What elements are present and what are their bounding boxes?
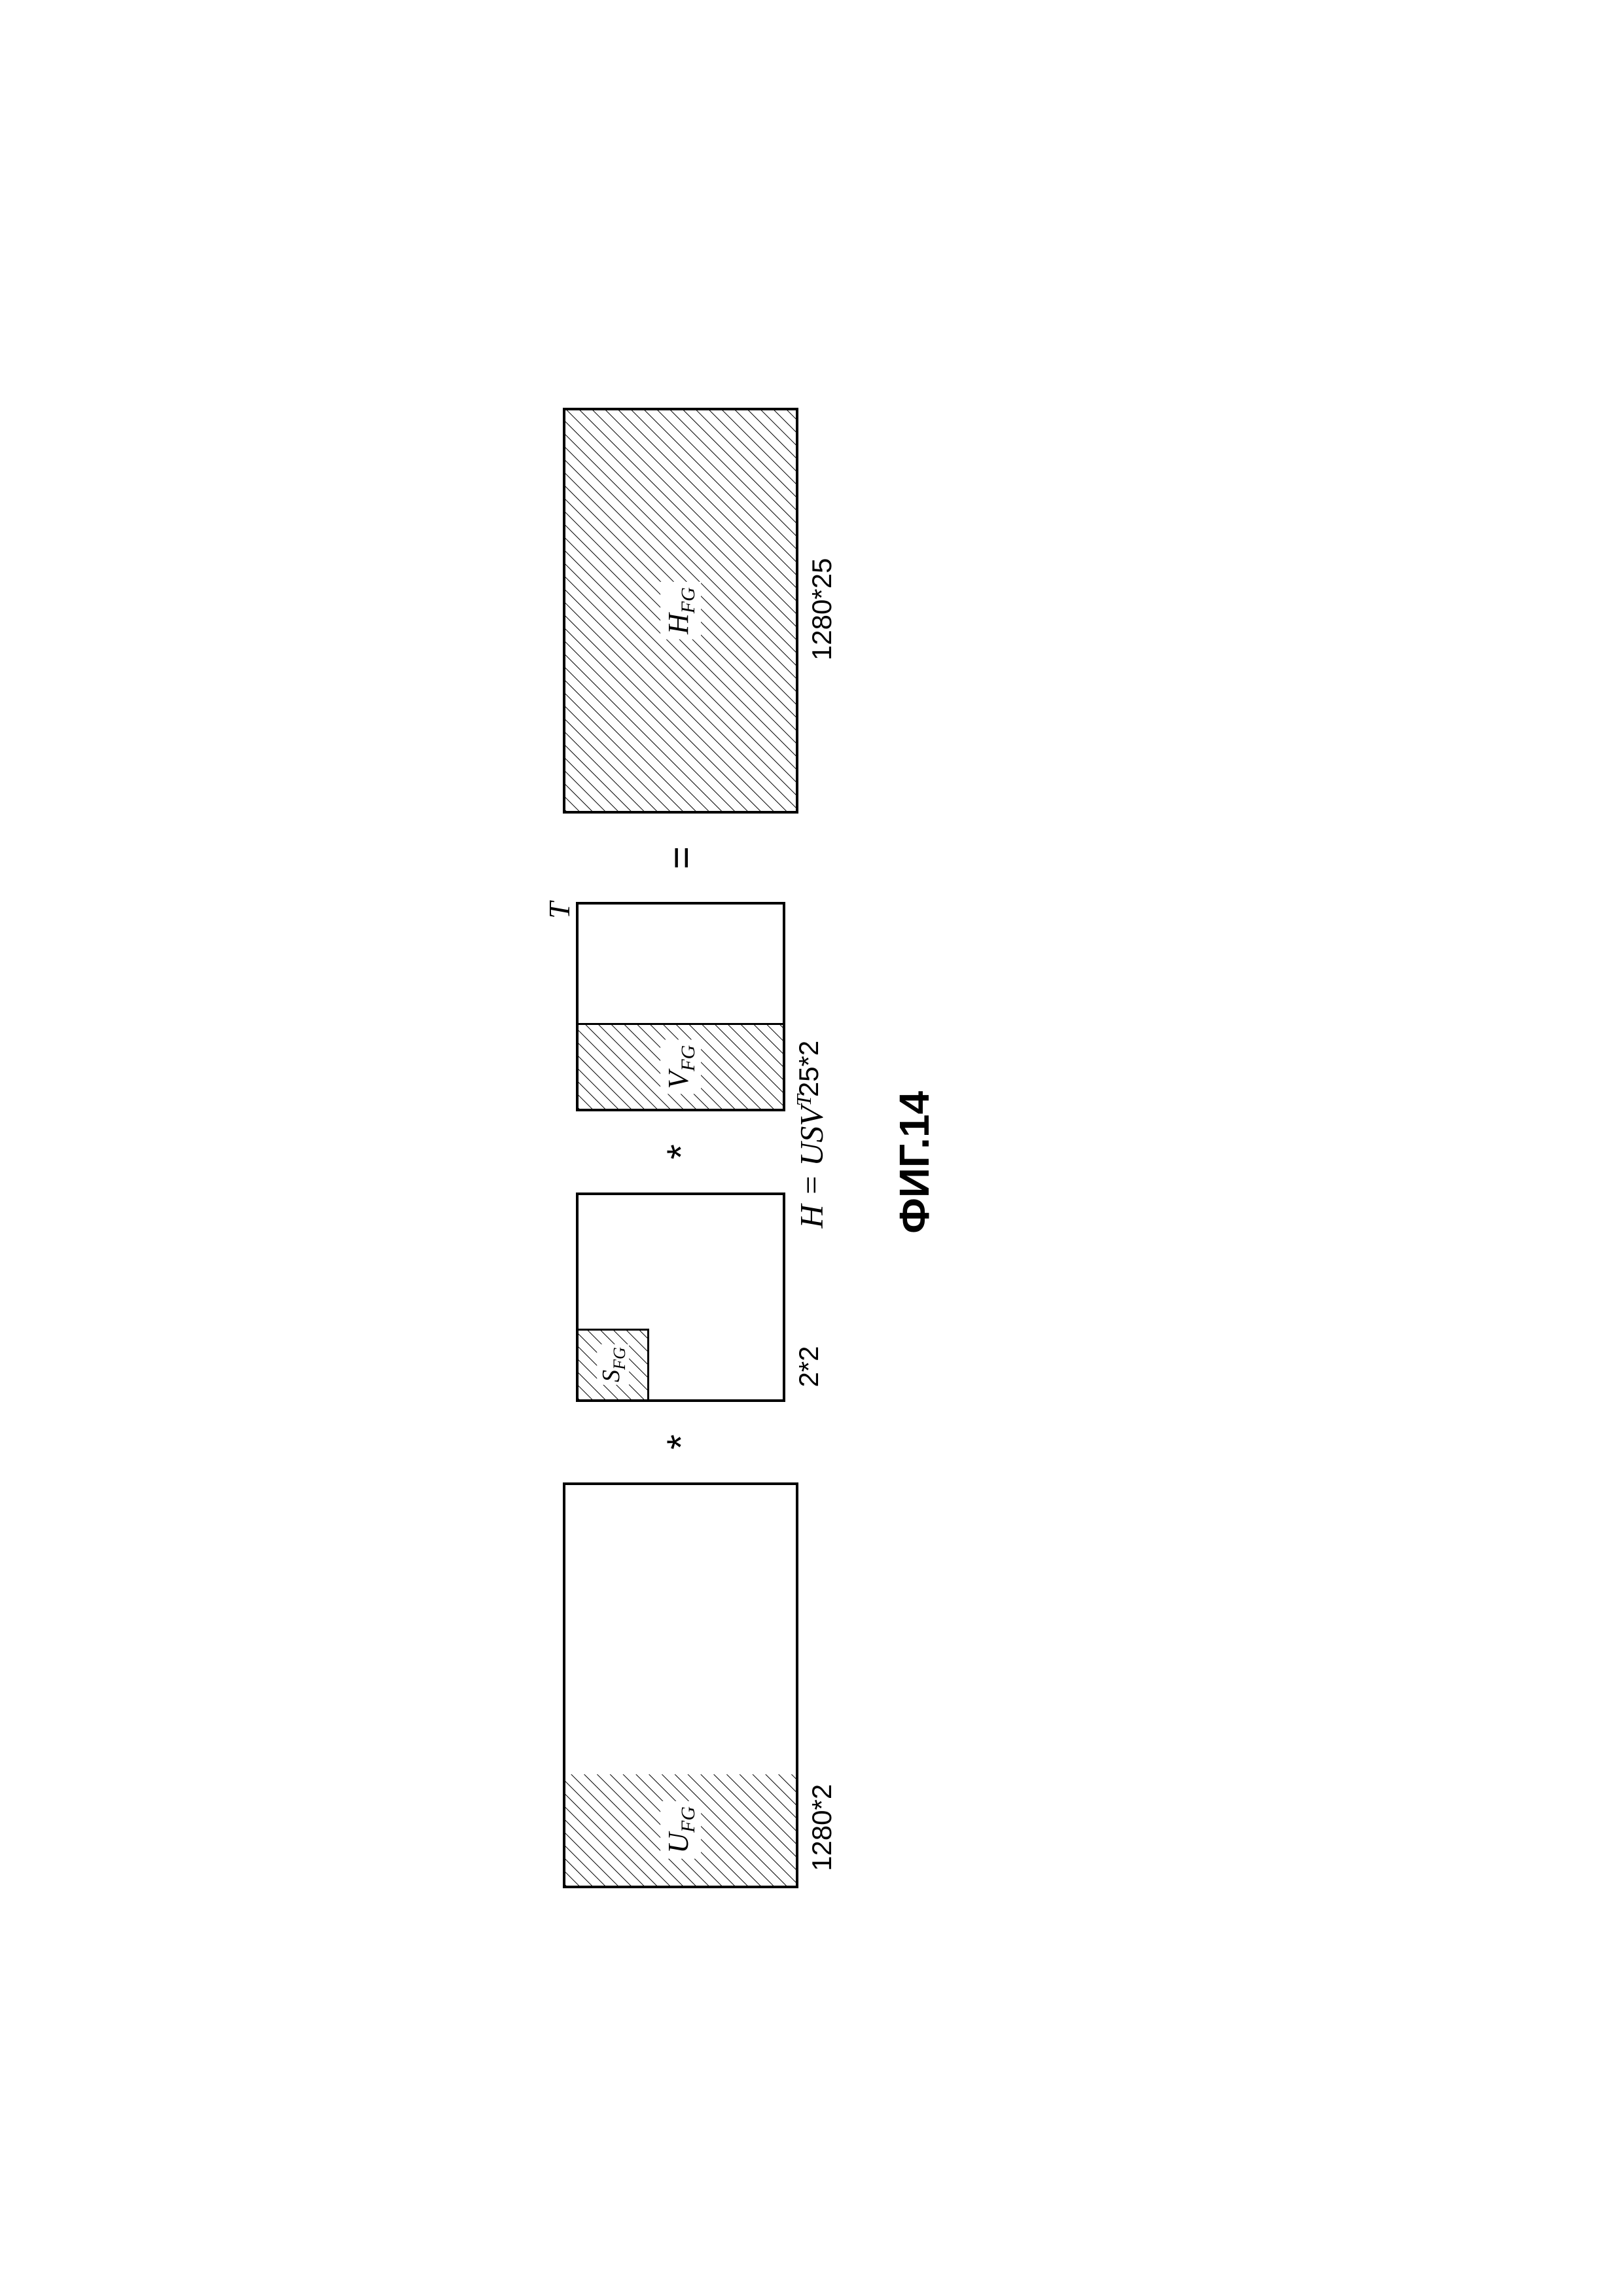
matrix-u-subscript: FG bbox=[677, 1806, 699, 1833]
matrix-h-dimension: 1280*25 bbox=[806, 558, 838, 661]
matrix-v-symbol: V bbox=[662, 1071, 694, 1089]
matrix-s-subscript: FG bbox=[609, 1347, 628, 1370]
matrix-v-label: VFG bbox=[660, 1040, 701, 1094]
matrix-h-symbol: H bbox=[662, 613, 694, 634]
matrix-s-label: SFG bbox=[597, 1344, 630, 1385]
matrix-u: UFG 1280*2 bbox=[563, 1482, 798, 1888]
matrix-s-symbol: S bbox=[597, 1370, 625, 1382]
matrix-h-label: HFG bbox=[660, 582, 701, 639]
figure-caption: ФИГ.14 bbox=[890, 1091, 938, 1234]
formula-text: H = USV bbox=[793, 1106, 830, 1229]
matrix-equation-row: UFG 1280*2 * SFG bbox=[419, 166, 942, 2130]
matrix-u-dimension: 1280*2 bbox=[806, 1784, 838, 1871]
matrix-u-shaded: UFG bbox=[565, 1774, 796, 1886]
matrix-u-symbol: U bbox=[662, 1833, 694, 1854]
svd-formula: H = USVT bbox=[792, 1094, 830, 1228]
operator-mult-2: * bbox=[658, 1144, 704, 1159]
matrix-h-subscript: FG bbox=[677, 587, 699, 613]
matrix-v: VFG 25*2 T bbox=[576, 902, 785, 1111]
transpose-marker: T bbox=[542, 902, 577, 919]
matrix-v-shaded: VFG bbox=[579, 1023, 783, 1109]
formula-superscript: T bbox=[792, 1094, 815, 1106]
matrix-u-label: UFG bbox=[660, 1801, 701, 1859]
matrix-h-shaded: HFG bbox=[565, 410, 796, 811]
matrix-h: HFG 1280*25 bbox=[563, 408, 798, 814]
matrix-s: SFG 2*2 bbox=[576, 1193, 785, 1402]
rotated-figure: UFG 1280*2 * SFG bbox=[223, 166, 1400, 2130]
matrix-v-subscript: FG bbox=[677, 1045, 699, 1071]
operator-mult-1: * bbox=[658, 1435, 704, 1450]
page-canvas: UFG 1280*2 * SFG bbox=[0, 0, 1623, 2296]
matrix-v-dimension: 25*2 bbox=[793, 1041, 825, 1097]
matrix-s-shaded: SFG bbox=[579, 1329, 649, 1399]
operator-eq: = bbox=[658, 846, 704, 869]
matrix-s-dimension: 2*2 bbox=[793, 1346, 825, 1387]
